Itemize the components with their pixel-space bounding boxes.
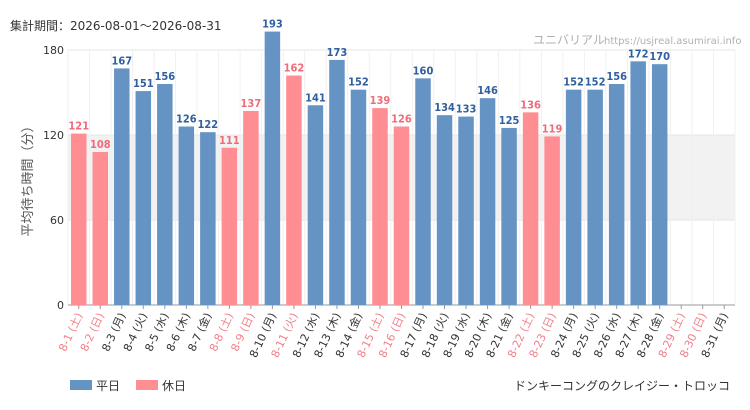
y-axis-ticks: 0 60 120 180 xyxy=(43,44,64,312)
legend-swatch-holiday xyxy=(136,380,158,390)
bar-24 xyxy=(565,89,582,306)
bar-9 xyxy=(243,110,259,306)
bar-15 xyxy=(372,108,388,305)
y-tick-label: 180 xyxy=(43,44,64,57)
site-url[interactable]: https://usjreal.asumirai.info xyxy=(604,36,741,47)
value-label-12: 141 xyxy=(305,91,326,104)
value-label-24: 152 xyxy=(563,76,584,89)
value-label-27: 172 xyxy=(628,47,649,60)
bar-19 xyxy=(458,116,474,305)
attraction-name: ドンキーコングのクレイジー・トロッコ xyxy=(514,379,730,393)
value-label-1: 121 xyxy=(68,120,89,133)
value-label-17: 160 xyxy=(413,64,434,77)
y-tick-label: 120 xyxy=(43,129,64,142)
bar-25 xyxy=(587,89,603,306)
y-tick-label: 60 xyxy=(50,214,64,227)
bar-17 xyxy=(415,78,431,305)
value-label-23: 119 xyxy=(542,122,563,135)
value-label-25: 152 xyxy=(585,76,606,89)
bars xyxy=(71,31,668,306)
bar-14 xyxy=(350,89,367,306)
value-label-18: 134 xyxy=(434,101,455,114)
y-tick-label: 0 xyxy=(57,299,64,312)
value-label-21: 125 xyxy=(499,114,520,127)
value-label-28: 170 xyxy=(649,50,670,63)
bar-12 xyxy=(307,105,324,305)
bar-20 xyxy=(479,98,496,306)
bar-13 xyxy=(329,59,345,305)
value-label-20: 146 xyxy=(477,84,498,97)
bar-8 xyxy=(221,147,238,305)
bar-10 xyxy=(264,31,281,305)
brand-name: ユニバリアル xyxy=(533,33,605,47)
value-label-16: 126 xyxy=(391,113,412,126)
bar-23 xyxy=(544,136,560,305)
value-label-9: 137 xyxy=(241,97,262,110)
bar-7 xyxy=(200,132,216,305)
bar-3 xyxy=(114,68,130,306)
bar-26 xyxy=(608,84,625,305)
legend-swatch-weekday xyxy=(70,380,92,390)
value-label-22: 136 xyxy=(520,98,541,111)
legend: 平日 休日 xyxy=(70,379,186,393)
x-axis-ticks: 8-1 (土)8-2 (日)8-3 (月)8-4 (火)8-5 (水)8-6 (… xyxy=(56,305,731,360)
bar-16 xyxy=(393,126,410,305)
value-label-26: 156 xyxy=(606,70,627,83)
y-axis-label: 平均待ち時間（分） xyxy=(21,119,36,236)
value-label-13: 173 xyxy=(327,46,348,59)
value-label-10: 193 xyxy=(262,18,283,31)
value-label-8: 111 xyxy=(219,134,240,147)
legend-label-weekday: 平日 xyxy=(96,379,120,393)
bar-28 xyxy=(651,64,668,306)
value-label-15: 139 xyxy=(370,94,391,107)
value-label-11: 162 xyxy=(284,62,305,75)
bar-6 xyxy=(178,126,195,305)
bar-1 xyxy=(71,133,87,305)
legend-label-holiday: 休日 xyxy=(162,379,186,393)
value-label-7: 122 xyxy=(198,118,219,131)
bar-2 xyxy=(92,152,109,305)
bar-5 xyxy=(157,84,173,305)
value-label-6: 126 xyxy=(176,113,197,126)
value-label-5: 156 xyxy=(154,70,175,83)
bar-27 xyxy=(630,61,646,306)
value-label-14: 152 xyxy=(348,76,369,89)
period-text: 集計期間：2026-08-01～2026-08-31 xyxy=(10,18,221,33)
value-label-2: 108 xyxy=(90,138,111,151)
bar-21 xyxy=(501,127,517,306)
bar-4 xyxy=(135,91,152,305)
value-label-4: 151 xyxy=(133,77,154,90)
bar-22 xyxy=(522,112,539,305)
bar-18 xyxy=(436,115,453,306)
value-label-19: 133 xyxy=(456,103,477,116)
bar-11 xyxy=(286,75,302,305)
value-label-3: 167 xyxy=(111,54,132,67)
